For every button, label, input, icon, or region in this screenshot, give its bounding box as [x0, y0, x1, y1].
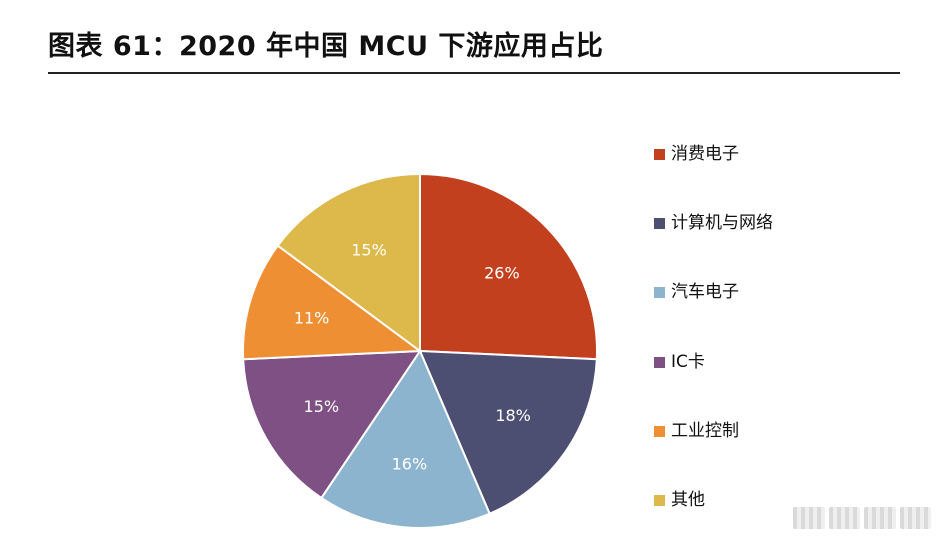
legend-item: IC卡 — [654, 351, 773, 420]
legend-label: 消费电子 — [671, 144, 739, 164]
chart-legend: 消费电子计算机与网络 汽车电子 IC卡工业控制其他 — [654, 143, 773, 558]
slice-value-label: 18% — [495, 406, 531, 425]
legend-label: 其他 — [671, 489, 705, 510]
pie-chart: 26% 18% 16% 15% 11% 15% — [242, 172, 598, 529]
slice-value-label: 15% — [304, 397, 340, 416]
legend-label: 计算机与网络 — [671, 213, 773, 234]
pie-slice — [419, 172, 598, 361]
legend-swatch — [654, 218, 665, 230]
legend-item: 汽车电子 — [654, 281, 773, 350]
pie-slice — [319, 348, 491, 529]
pie-slice — [242, 244, 423, 361]
slice-value-label: 11% — [294, 309, 330, 328]
chart-title: 图表 61：2020 年中国 MCU 下游应用占比 — [48, 31, 604, 62]
slice-value-label: 26% — [484, 263, 520, 282]
legend-item: 工业控制 — [654, 420, 773, 489]
legend-item: 消费电子 — [654, 143, 773, 212]
legend-swatch — [654, 287, 665, 299]
title-divider — [48, 72, 900, 74]
pie-slice — [276, 172, 421, 353]
legend-label: 汽车电子 — [671, 282, 739, 303]
legend-item: 其他 — [654, 489, 773, 558]
legend-label: IC卡 — [671, 351, 705, 372]
legend-swatch — [654, 149, 665, 160]
legend-item: 计算机与网络 — [654, 212, 773, 281]
legend-swatch — [654, 494, 665, 506]
slice-value-label: 16% — [392, 454, 428, 473]
legend-swatch — [654, 425, 665, 437]
pie-slice — [418, 349, 598, 516]
watermark-icon — [793, 507, 931, 529]
pie-slice — [242, 349, 422, 500]
slice-value-label: 15% — [351, 240, 387, 259]
legend-label: 工业控制 — [671, 420, 739, 441]
legend-swatch — [654, 356, 665, 368]
